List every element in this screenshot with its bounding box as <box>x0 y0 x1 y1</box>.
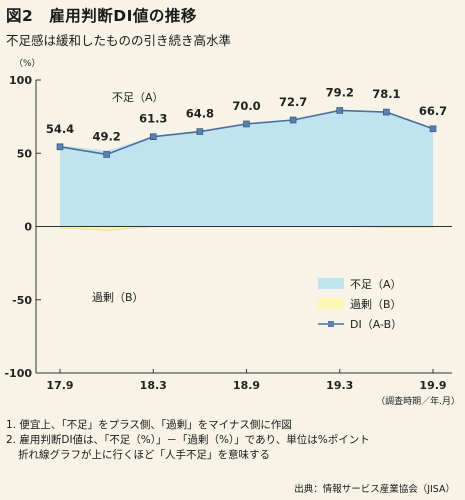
y-tick-label: -100 <box>4 367 32 380</box>
chart-title: 図2 雇用判断DI値の推移 <box>6 7 197 25</box>
y-tick-label: 100 <box>9 74 32 87</box>
note-2: 2. 雇用判断DI値は、「不足（%）」－「過剰（%）」であり、単位は%ポイント <box>6 434 370 446</box>
chart-notes: 1. 便宜上、「不足」をプラス側、「過剰」をマイナス側に作図 2. 雇用判断DI… <box>6 418 370 463</box>
x-tick-label: 19.9 <box>419 379 446 392</box>
x-tick-label: 18.9 <box>233 379 260 392</box>
y-tick-label: 50 <box>17 147 33 160</box>
legend-shortage-swatch <box>318 278 344 289</box>
data-label: 70.0 <box>232 99 260 113</box>
x-tick-label: 17.9 <box>46 379 73 392</box>
x-unit-label: （調査時期／年.月） <box>376 395 460 407</box>
di-marker <box>243 120 250 128</box>
data-label: 78.1 <box>372 87 400 101</box>
data-label: 54.4 <box>46 122 74 136</box>
di-marker <box>149 133 157 140</box>
legend-surplus-label: 過剰（B） <box>350 298 402 311</box>
surplus-area <box>59 226 434 231</box>
x-tick-label: 19.3 <box>326 379 353 392</box>
data-label: 61.3 <box>139 112 167 126</box>
legend-shortage-label: 不足（A） <box>350 278 402 291</box>
di-marker <box>196 128 204 135</box>
data-label: 64.8 <box>186 107 214 121</box>
di-chart: 100 50 0 -50 -100 （%） 17.9 18.3 18.9 19.3 19.9 （調査時… <box>4 58 460 407</box>
y-unit-label: （%） <box>14 58 41 69</box>
data-label: 79.2 <box>326 85 354 99</box>
di-marker <box>289 116 297 124</box>
legend-surplus-swatch <box>318 298 344 309</box>
y-tick-label: -50 <box>12 294 32 307</box>
di-marker <box>383 108 390 116</box>
di-marker <box>103 151 110 158</box>
legend-di-marker <box>328 321 334 327</box>
x-tick-label: 18.3 <box>140 379 167 392</box>
data-label: 72.7 <box>279 95 307 109</box>
di-marker <box>336 107 344 114</box>
shortage-region-label: 不足（A） <box>112 91 164 104</box>
source-credit: 出典：情報サービス産業協会（JISA） <box>294 484 455 495</box>
note-1: 1. 便宜上、「不足」をプラス側、「過剰」をマイナス側に作図 <box>6 419 292 431</box>
di-marker <box>429 125 437 133</box>
note-3: 折れ線グラフが上に行くほど「人手不足」を意味する <box>18 449 270 461</box>
surplus-region-label: 過剰（B） <box>92 291 144 304</box>
shortage-area <box>60 110 433 227</box>
data-label: 66.7 <box>419 104 447 118</box>
legend-di-label: DI（A-B） <box>350 318 402 331</box>
di-marker <box>56 143 64 151</box>
y-tick-label: 0 <box>24 221 32 234</box>
chart-subtitle: 不足感は緩和したものの引き続き高水準 <box>6 33 232 48</box>
data-label: 49.2 <box>92 129 120 143</box>
